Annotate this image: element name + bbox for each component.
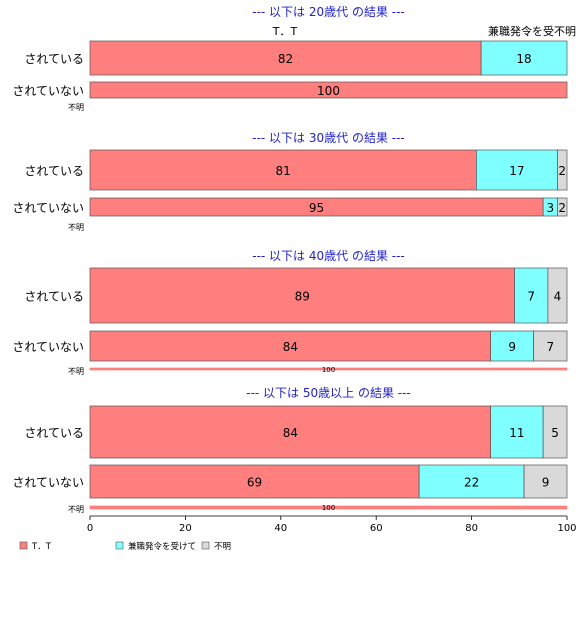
legend-swatch-unknown — [201, 541, 210, 550]
panel-title: --- 以下は 20歳代 の結果 --- — [252, 5, 405, 19]
data-label: 4 — [554, 290, 562, 304]
data-label: 84 — [283, 340, 298, 354]
bar-segment-concurrent — [490, 330, 534, 362]
bar-segment-T_T — [89, 149, 477, 191]
legend-swatch-T_T — [19, 541, 28, 550]
panel-title: --- 以下は 30歳代 の結果 --- — [252, 131, 405, 145]
bar-segment-unknown — [533, 330, 568, 362]
column-label: 兼職発令を受不明 — [488, 24, 576, 38]
row-label: されている — [24, 290, 84, 304]
data-label: 81 — [276, 164, 291, 178]
data-label: 100 — [317, 84, 340, 98]
bar-segment-concurrent — [476, 149, 558, 191]
data-label: 69 — [247, 476, 262, 490]
data-label: 7 — [546, 340, 554, 354]
bar-segment-concurrent — [490, 405, 544, 459]
legend-swatch-concurrent — [115, 541, 124, 550]
row-label: されている — [24, 52, 84, 66]
row-label: 不明 — [68, 103, 84, 112]
x-tick-label: 100 — [557, 523, 576, 534]
row-label: 不明 — [68, 223, 84, 232]
data-label: 5 — [551, 426, 559, 440]
row-label: 不明 — [68, 505, 84, 514]
data-label: 3 — [546, 201, 554, 215]
column-label: T．T — [272, 25, 298, 38]
legend-label: 兼職発令を受けて — [128, 541, 196, 552]
row-label: されている — [24, 426, 84, 440]
data-label: 17 — [509, 164, 524, 178]
bar-segment-unknown — [523, 464, 568, 499]
bar-segment-unknown — [542, 405, 568, 459]
bar-segment-concurrent — [514, 267, 549, 324]
data-label: 9 — [508, 340, 516, 354]
legend-label: T．T — [31, 542, 52, 552]
data-label: 100 — [322, 366, 335, 374]
data-label: 9 — [542, 476, 550, 490]
bar-segment-T_T — [89, 505, 568, 510]
data-label: 18 — [516, 52, 531, 66]
bar-segment-T_T — [89, 40, 482, 76]
data-label: 22 — [464, 476, 479, 490]
bar-segment-unknown — [557, 149, 568, 191]
bar-segment-T_T — [89, 367, 568, 371]
row-label: されていない — [12, 201, 84, 215]
data-label: 7 — [527, 290, 535, 304]
data-label: 11 — [509, 426, 524, 440]
x-tick-label: 60 — [370, 523, 383, 534]
bar-segment-concurrent — [418, 464, 525, 499]
bar-segment-T_T — [89, 267, 515, 324]
data-label: 2 — [558, 201, 566, 215]
panel-title: --- 以下は 50歳以上 の結果 --- — [246, 386, 411, 400]
x-tick-label: 40 — [274, 523, 287, 534]
row-label: 不明 — [68, 367, 84, 376]
bar-segment-T_T — [89, 405, 492, 459]
row-label: されていない — [12, 476, 84, 490]
panel-title: --- 以下は 40歳代 の結果 --- — [252, 249, 405, 263]
bar-segment-unknown — [547, 267, 568, 324]
data-label: 2 — [558, 164, 566, 178]
bar-segment-T_T — [89, 464, 420, 499]
bar-segment-unknown — [557, 197, 568, 217]
bar-segment-concurrent — [480, 40, 568, 76]
x-tick-label: 20 — [179, 523, 192, 534]
row-label: されている — [24, 164, 84, 178]
data-label: 84 — [283, 426, 298, 440]
legend-label: 不明 — [214, 542, 231, 552]
data-label: 82 — [278, 52, 293, 66]
x-tick-label: 80 — [465, 523, 478, 534]
data-label: 100 — [322, 504, 335, 512]
bar-segment-T_T — [89, 81, 568, 99]
x-tick-label: 0 — [87, 523, 93, 534]
row-label: されていない — [12, 84, 84, 98]
data-label: 89 — [295, 290, 310, 304]
data-label: 95 — [309, 201, 324, 215]
row-label: されていない — [12, 340, 84, 354]
